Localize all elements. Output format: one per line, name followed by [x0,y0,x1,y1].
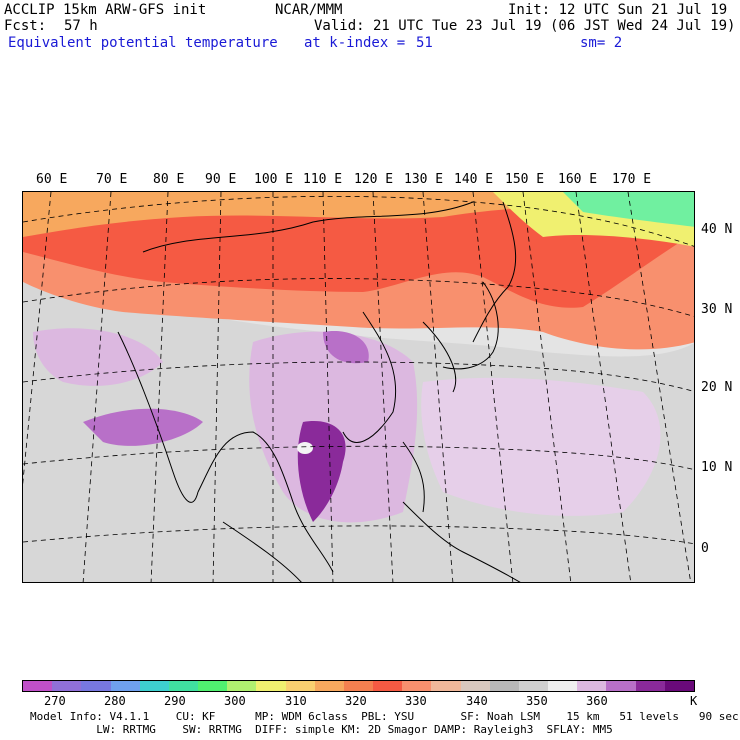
colorbar-swatch [168,681,199,691]
lat-label: 30 N [701,302,733,317]
lon-label: 70 E [96,172,128,187]
lon-label: 90 E [205,172,237,187]
colorbar-swatch [548,681,578,691]
colorbar-swatch [664,681,694,691]
model-info-line1: Model Info: V4.1.1 CU: KF MP: WDM 6class… [30,710,739,723]
colorbar-label: 330 [405,694,427,708]
level-label: at k-index = [304,35,406,51]
purple-china-south [323,331,369,364]
purple-pacific [421,377,661,516]
colorbar-swatch [23,681,53,691]
lon-label: 140 E [454,172,494,187]
colorbar-swatch [606,681,636,691]
smoothing-label: sm= 2 [580,35,623,51]
colorbar-label: 340 [466,694,488,708]
colorbar-swatch [518,681,549,691]
colorbar-swatch [52,681,82,691]
lon-label: 80 E [153,172,185,187]
colorbar-label: 270 [44,694,66,708]
lon-label: 60 E [36,172,68,187]
colorbar-swatch [285,681,315,691]
graticule [23,192,694,582]
model-title: ACCLIP 15km ARW-GFS init [4,2,207,18]
colorbar-label: 360 [586,694,608,708]
colorbar-swatch [373,681,403,691]
purple-bengal [83,408,203,446]
colorbar-swatch [81,681,111,691]
center-label: NCAR/MMM [275,2,343,18]
lon-label: 160 E [558,172,598,187]
colorbar-label: 320 [345,694,367,708]
colorbar-swatch [110,681,140,691]
colorbar [22,680,695,692]
colorbar-swatch [489,681,519,691]
green-patch [563,192,694,227]
core-highlight [297,442,313,454]
colorbar-swatch [431,681,461,691]
lat-label: 0 [701,541,709,556]
lat-label: 40 N [701,222,733,237]
coastlines [117,201,521,582]
colorbar-swatch [227,681,257,691]
lon-label: 130 E [404,172,444,187]
colorbar-label: 350 [526,694,548,708]
lon-label: 110 E [303,172,343,187]
colorbar-label: 280 [104,694,126,708]
fcst-label: Fcst: [4,18,47,34]
theta-e-map [22,191,695,583]
colorbar-swatch [577,681,607,691]
lon-label: 120 E [354,172,394,187]
colorbar-label: 310 [285,694,307,708]
model-info-line2: LW: RRTMG SW: RRTMG DIFF: simple KM: 2D … [30,723,613,736]
colorbar-swatch [139,681,169,691]
colorbar-swatch [460,681,490,691]
valid-time: Valid: 21 UTC Tue 23 Jul 19 (06 JST Wed … [314,18,736,34]
lon-label: 100 E [254,172,294,187]
lon-label: 150 E [505,172,545,187]
level-value: 51 [416,35,433,51]
init-time: Init: 12 UTC Sun 21 Jul 19 [508,2,728,18]
purple-india-north [33,328,163,386]
colorbar-unit: K [690,694,698,708]
colorbar-swatch [402,681,432,691]
lon-label: 170 E [612,172,652,187]
colorbar-swatch [343,681,374,691]
field-name: Equivalent potential temperature [8,35,278,51]
lat-label: 20 N [701,380,733,395]
colorbar-swatch [635,681,665,691]
colorbar-swatch [256,681,286,691]
colorbar-swatch [314,681,344,691]
fcst-value: 57 h [64,18,98,34]
colorbar-label: 290 [164,694,186,708]
colorbar-swatch [198,681,228,691]
colorbar-label: 300 [224,694,246,708]
lat-label: 10 N [701,460,733,475]
